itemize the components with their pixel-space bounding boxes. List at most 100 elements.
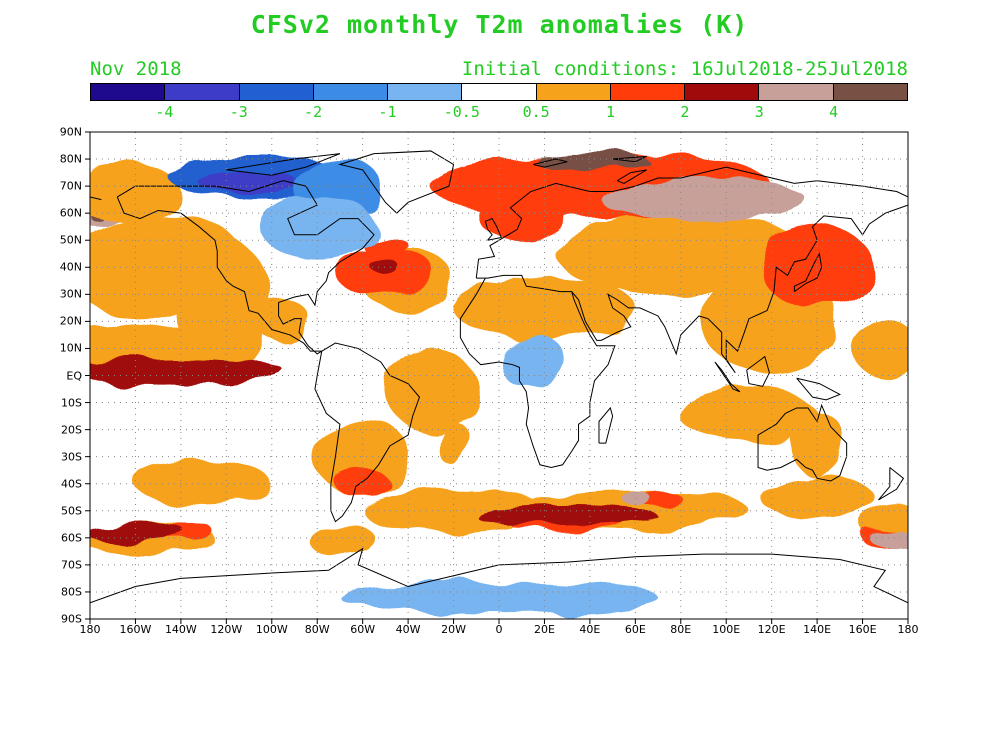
colorbar-swatch (685, 84, 760, 100)
longitude-label: 140E (803, 623, 832, 636)
coastline (484, 217, 502, 241)
warm-anomaly-area (255, 299, 311, 344)
coastline (475, 166, 908, 279)
coastline (90, 196, 102, 201)
colorbar-swatch (313, 84, 389, 100)
warm-anomaly-area (305, 521, 375, 555)
latitude-label: 60N (59, 206, 82, 220)
colorbar-label: 3 (754, 103, 764, 121)
anomaly-region (371, 259, 400, 276)
coastline (226, 153, 341, 176)
anomaly-region (90, 164, 181, 219)
axis-ticks (85, 131, 909, 624)
colorbar-swatch (833, 84, 907, 100)
colorbar-swatch (462, 84, 537, 100)
graticule (90, 132, 908, 619)
longitude-label: 60E (624, 623, 646, 636)
coastline (476, 204, 908, 374)
colorbar-swatch (91, 84, 166, 100)
latitude-label: 70N (59, 179, 82, 193)
coastline (459, 277, 616, 469)
latitude-label: 50N (59, 233, 82, 247)
colorbar-label: -3 (229, 103, 248, 121)
coastline (714, 361, 741, 393)
colorbar-label: 2 (680, 103, 690, 121)
anomaly-region (260, 194, 375, 260)
latitude-label: 50S (61, 504, 82, 518)
anomaly-region (339, 581, 659, 614)
coastline (314, 342, 421, 523)
latitude-label: 10S (61, 396, 82, 410)
latitude-label: 70S (61, 558, 82, 572)
coastline (796, 377, 842, 401)
warm-anomaly-area (335, 470, 390, 498)
longitude-label: 80E (670, 623, 692, 636)
latitude-label: 40N (59, 260, 82, 274)
longitude-label: 80W (304, 623, 330, 636)
longitude-label: 180 (897, 623, 919, 636)
anomaly-region (498, 334, 568, 390)
anomaly-region (533, 150, 647, 168)
colorbar-label: -2 (304, 103, 323, 121)
anomaly-region (476, 505, 659, 528)
warm-anomaly-area (385, 348, 477, 430)
longitude-label: 160W (119, 623, 152, 636)
longitude-label: 120W (210, 623, 243, 636)
coastline (612, 155, 647, 163)
latitude-label: 40S (61, 477, 82, 491)
warm-anomaly-area (760, 475, 874, 519)
forecast-month-label: Nov 2018 (90, 58, 182, 80)
coastline (793, 252, 823, 293)
colorbar-swatch (610, 84, 686, 100)
anomaly-region (760, 226, 874, 308)
colorbar-swatch (239, 84, 314, 100)
longitude-label: 180 (79, 623, 101, 636)
latitude-label: 30N (59, 287, 82, 301)
colorbar-swatch (165, 84, 240, 100)
map-title: CFSv2 monthly T2m anomalies (K) (250, 10, 749, 39)
colorbar (90, 83, 908, 101)
coastline (878, 467, 905, 501)
colorbar-label: 0.5 (522, 103, 550, 121)
warm-anomaly-area (435, 421, 472, 465)
longitude-label: 60W (350, 623, 376, 636)
anomaly-region (869, 527, 908, 549)
longitude-label: 140W (164, 623, 197, 636)
initial-conditions-label: Initial conditions: 16Jul2018-25Jul2018 (461, 58, 908, 80)
anomaly-region (199, 172, 300, 195)
longitude-label: 160E (848, 623, 877, 636)
coastline (116, 180, 375, 355)
anomaly-region (601, 177, 806, 222)
longitude-label: 20E (533, 623, 555, 636)
colorbar-label: 1 (606, 103, 616, 121)
longitude-label: 40W (395, 623, 421, 636)
coastline (757, 403, 848, 482)
latitude-label: 60S (61, 531, 82, 545)
coastlines (90, 150, 908, 604)
colorbar-label: -0.5 (443, 103, 480, 121)
colorbar-swatch (536, 84, 611, 100)
coastline (746, 355, 770, 387)
longitude-label: 120E (757, 623, 786, 636)
longitude-label: 100W (255, 623, 288, 636)
latitude-label: 20S (61, 423, 82, 437)
warm-anomaly-area (135, 462, 272, 506)
latitude-label: 20N (59, 314, 82, 328)
longitude-label: 40E (579, 623, 601, 636)
coastline (532, 158, 568, 168)
colorbar-label: 4 (829, 103, 839, 121)
colorbar-label: -1 (378, 103, 397, 121)
coastline (90, 547, 908, 604)
colorbar-swatch (388, 84, 463, 100)
coastline (616, 169, 647, 184)
latitude-label: 80N (59, 152, 82, 166)
latitude-label: 90S (61, 612, 82, 626)
latitude-label: 90N (59, 125, 82, 139)
anomaly-region (90, 521, 186, 544)
anomaly-region (621, 489, 649, 506)
anomaly-region (90, 356, 284, 384)
longitude-label: 20W (441, 623, 466, 636)
coastline (598, 406, 614, 444)
colorbar-swatch (759, 84, 834, 100)
